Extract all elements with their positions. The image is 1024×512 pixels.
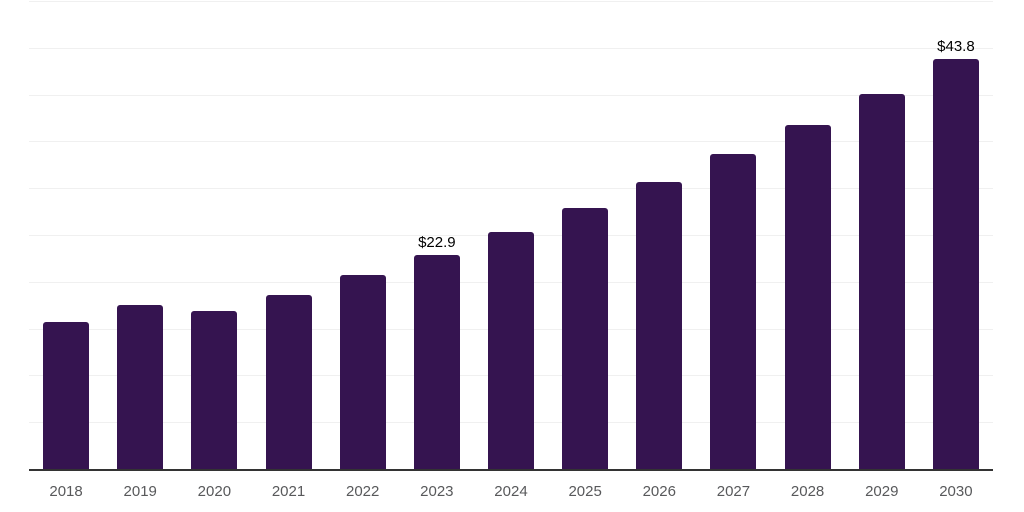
x-axis-label-2018: 2018 (49, 483, 83, 500)
bar-2021 (265, 294, 312, 470)
gridline-40 (29, 94, 993, 96)
bar-2022 (339, 275, 386, 470)
x-axis-label-2023: 2023 (420, 483, 454, 500)
x-axis-label-2027: 2027 (716, 483, 751, 500)
x-axis-label-2025: 2025 (568, 483, 602, 500)
data-label-2023: $22.9 (418, 233, 456, 251)
bar-2027 (710, 153, 757, 470)
x-axis-label-2020: 2020 (197, 483, 232, 500)
x-axis-label-2028: 2028 (790, 483, 825, 500)
bar-2029 (858, 93, 905, 470)
bar-2023 (413, 254, 460, 470)
bar-2025 (562, 207, 609, 470)
gridline-30 (29, 188, 993, 190)
x-axis-line (29, 469, 993, 471)
bar-2019 (117, 305, 164, 470)
bar-2018 (43, 322, 90, 470)
bar-2020 (191, 310, 238, 470)
bar-2030 (932, 59, 979, 470)
x-axis-label-2021: 2021 (271, 483, 306, 500)
x-axis-label-2026: 2026 (642, 483, 676, 500)
x-axis-label-2022: 2022 (345, 483, 380, 500)
x-axis-label-2030: 2030 (939, 483, 973, 500)
gridline-50 (29, 1, 993, 2)
gridline-45 (29, 47, 993, 49)
data-label-2030: $43.8 (937, 38, 975, 56)
bar-2024 (488, 232, 534, 470)
bar-2026 (636, 181, 683, 470)
bar-2028 (784, 125, 831, 470)
x-axis-label-2024: 2024 (494, 483, 528, 500)
x-axis-label-2029: 2029 (865, 483, 899, 500)
x-axis-label-2019: 2019 (123, 483, 157, 500)
gridline-35 (29, 141, 993, 143)
